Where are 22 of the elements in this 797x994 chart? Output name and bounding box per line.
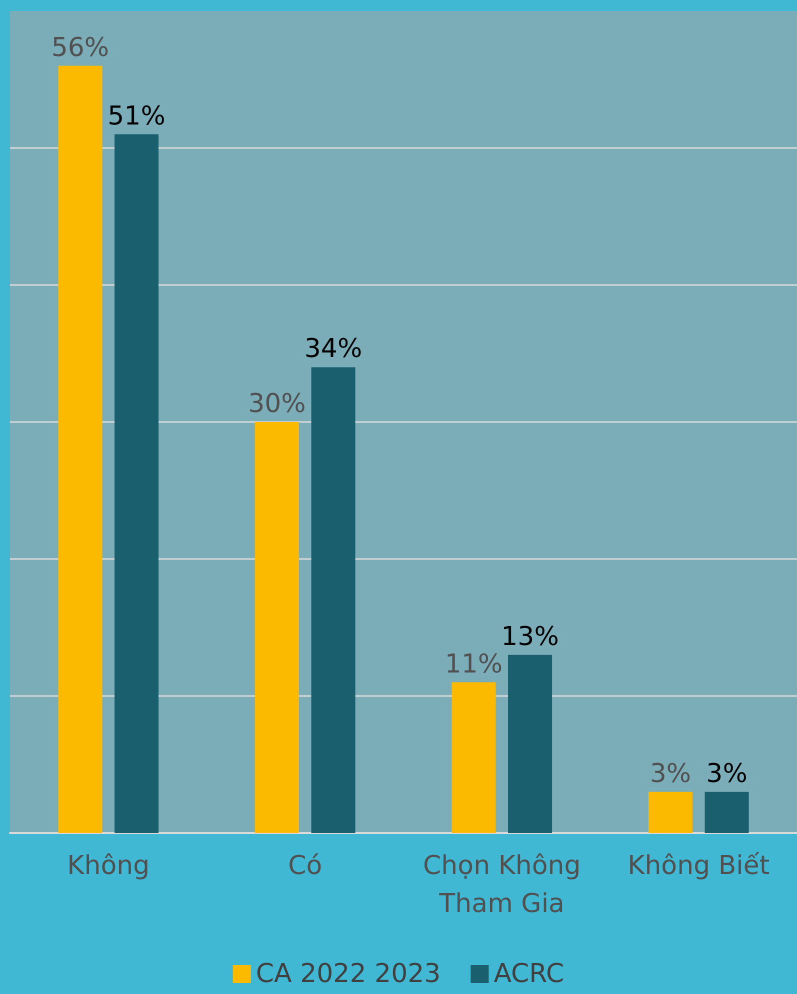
x-tick-label: Không [67,851,150,881]
legend-label: CA 2022 2023 [256,959,441,989]
data-label: 11% [444,649,503,680]
x-tick-label: Có [288,851,322,881]
bar [254,422,299,833]
x-tick-label: Không Biết [628,851,770,881]
data-label: 3% [650,758,692,789]
bar [114,134,159,833]
legend-label: ACRC [494,959,564,989]
bar [508,654,552,833]
data-label: 56% [51,32,110,63]
bar [452,682,496,833]
data-label: 30% [248,389,306,419]
data-label: 51% [108,101,166,132]
bar [648,792,692,833]
bar [311,367,356,833]
bar [58,66,102,833]
bar [704,792,749,833]
data-label: 13% [501,622,559,652]
data-label: 34% [304,334,362,364]
data-label: 3% [706,758,748,789]
x-tick-label: Chọn Không Tham Gia [423,851,581,919]
